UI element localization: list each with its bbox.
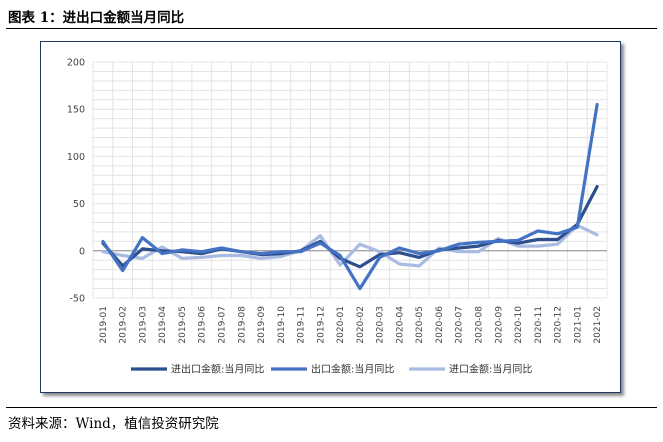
- x-tick-label: 2019-09: [257, 306, 267, 344]
- x-tick-label: 2020-01: [336, 306, 346, 344]
- y-tick-label: 150: [67, 105, 85, 116]
- chart-frame: -50 0 50 100 150 200 2019-01 2019-02 2019-03 2019…: [40, 41, 621, 393]
- x-tick-label: 2019-12: [316, 306, 326, 344]
- figure-caption: 图表 1：进出口金额当月同比: [8, 10, 185, 26]
- x-tick-label: 2019-03: [138, 306, 148, 344]
- x-tick-label: 2020-03: [376, 306, 386, 344]
- y-tick-label: 0: [79, 246, 85, 257]
- x-tick-label: 2019-01: [99, 306, 109, 344]
- y-tick-label: 200: [67, 58, 85, 69]
- y-tick-label: -50: [69, 294, 85, 305]
- y-tick-label: 100: [67, 152, 85, 163]
- x-tick-label: 2021-02: [593, 306, 603, 344]
- x-tick-label: 2019-07: [218, 306, 228, 344]
- legend-label-0: 进出口金额:当月同比: [171, 363, 264, 376]
- x-tick-label: 2019-04: [158, 306, 168, 344]
- source-note: 资料来源：Wind，植信投资研究院: [8, 416, 219, 432]
- x-tick-label: 2019-02: [119, 306, 129, 344]
- x-tick-label: 2019-06: [198, 306, 208, 344]
- x-tick-label: 2019-08: [237, 306, 247, 344]
- y-tick-label: 50: [73, 199, 85, 210]
- x-tick-label: 2019-11: [297, 306, 307, 344]
- x-tick-label: 2020-05: [415, 306, 425, 344]
- x-tick-label: 2020-06: [435, 306, 445, 344]
- x-tick-label: 2020-07: [455, 306, 465, 344]
- caption-rule: [6, 28, 657, 29]
- series-line-0: [101, 185, 599, 269]
- x-tick-label: 2019-10: [277, 306, 287, 344]
- x-tick-label: 2019-05: [178, 306, 188, 344]
- x-tick-label: 2020-10: [514, 306, 524, 344]
- x-tick-label: 2020-02: [356, 306, 366, 344]
- source-rule: [6, 407, 657, 408]
- x-tick-label: 2020-11: [534, 306, 544, 344]
- x-tick-label: 2020-09: [494, 306, 504, 344]
- series-line-2: [101, 223, 599, 268]
- x-tick-label: 2021-01: [573, 306, 583, 344]
- legend-label-2: 进口金额:当月同比: [449, 363, 532, 376]
- legend-label-1: 出口金额:当月同比: [311, 363, 394, 376]
- series-line-1: [101, 102, 599, 291]
- x-tick-label: 2020-04: [395, 306, 405, 344]
- x-tick-label: 2020-08: [475, 306, 485, 344]
- x-tick-label: 2020-12: [554, 306, 564, 344]
- line-chart: -50 0 50 100 150 200 2019-01 2019-02 2019-03 2019…: [67, 58, 608, 376]
